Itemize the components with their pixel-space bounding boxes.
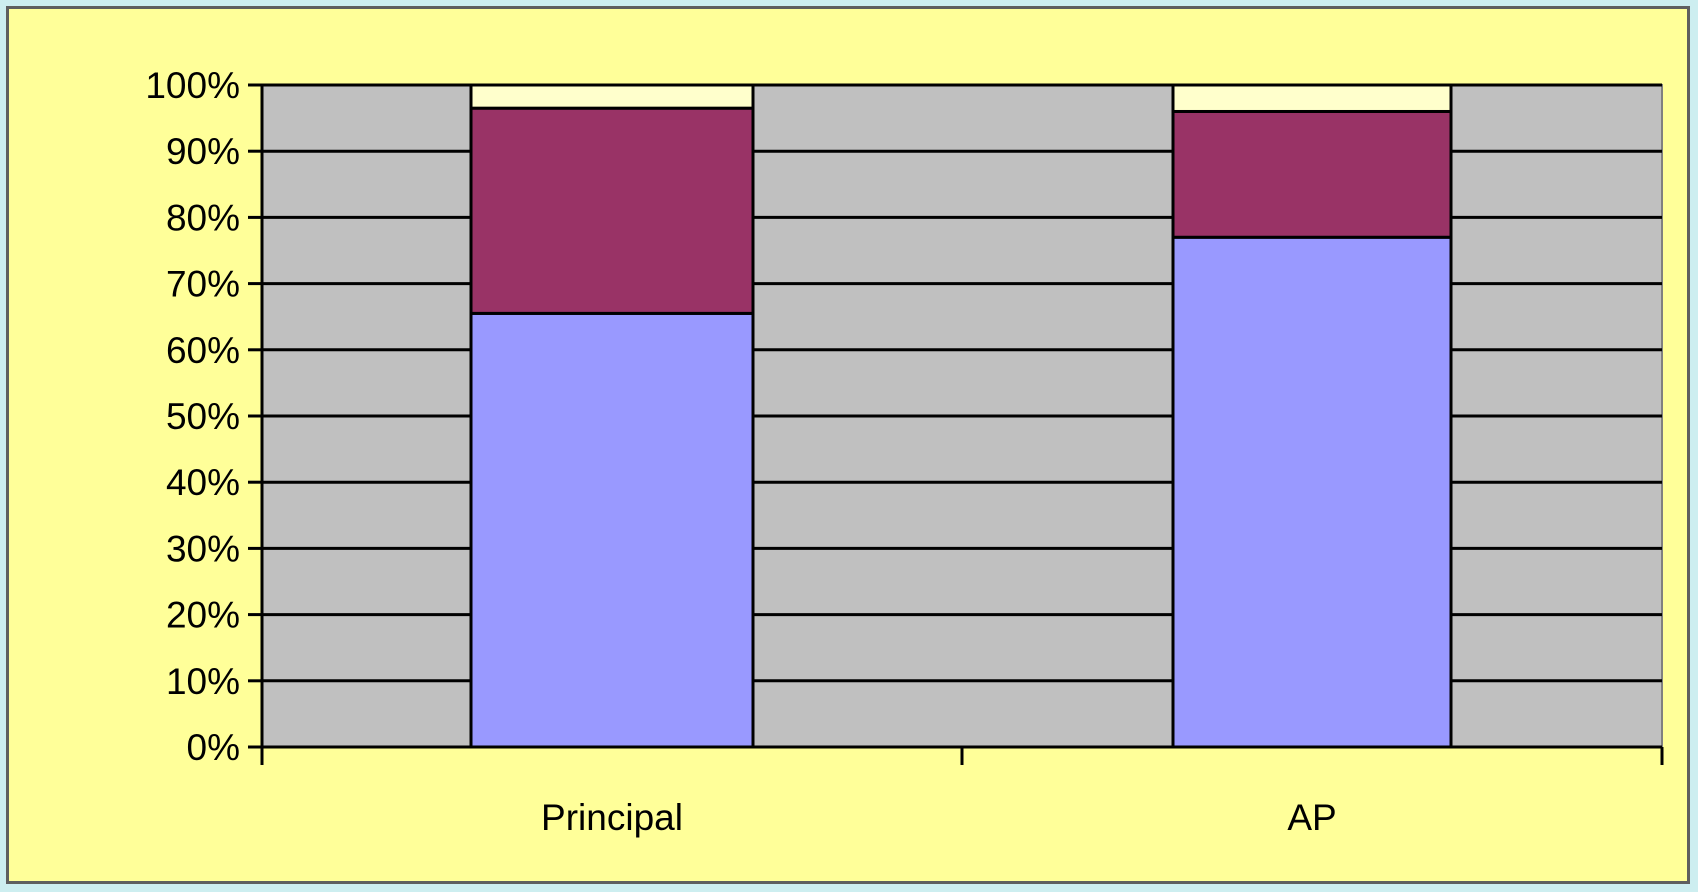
y-tick-label: 60%: [166, 330, 240, 371]
y-tick-label: 100%: [145, 65, 240, 106]
bar-segment-principal-2: [469, 106, 755, 315]
bar-segment-principal-3: [469, 83, 755, 110]
y-tick-label: 70%: [166, 264, 240, 305]
y-tick-label: 80%: [166, 197, 240, 238]
y-tick-label: 30%: [166, 528, 240, 569]
y-tick-label: 90%: [166, 131, 240, 172]
y-tick-label: 20%: [166, 595, 240, 636]
bar-segment-principal-1: [469, 311, 755, 749]
bar-segment-ap-2: [1171, 109, 1453, 239]
x-tick-label: Principal: [541, 797, 683, 838]
y-axis: 0% 10% 20% 30% 40% 50% 60% 70% 80% 90% 100%: [145, 65, 264, 768]
y-tick-label: 40%: [166, 462, 240, 503]
x-axis: Principal AP: [260, 745, 1664, 838]
x-tick-label: AP: [1287, 797, 1336, 838]
y-tick-label: 10%: [166, 661, 240, 702]
bar-segment-ap-3: [1171, 83, 1453, 113]
y-tick-label: 0%: [187, 727, 240, 768]
y-tick-label: 50%: [166, 396, 240, 437]
bar-segment-ap-1: [1171, 235, 1453, 749]
